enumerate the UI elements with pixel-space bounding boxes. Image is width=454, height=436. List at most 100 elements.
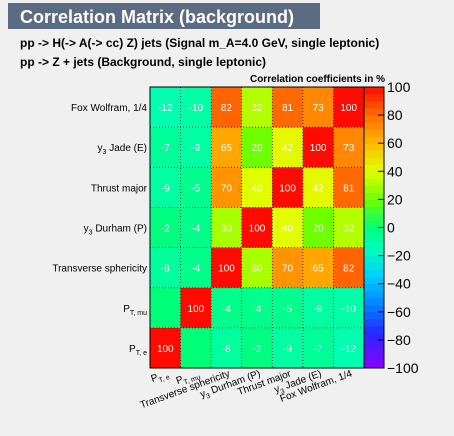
heatmap-cell-r1-c6 [333, 287, 364, 328]
y-tick-label: PT, mu [123, 304, 147, 317]
cell-value-label: -2 [253, 344, 262, 355]
heatmap-cell-r6-c4 [272, 87, 303, 128]
colorbar-segment [364, 290, 384, 299]
y-tick-label: Thrust major [91, 183, 148, 194]
colorbar-segment [364, 283, 384, 292]
heatmap-cell-r4-c0 [150, 167, 181, 208]
cell-value-label: 73 [313, 103, 325, 114]
colorbar-tick-label: 60 [387, 135, 403, 151]
heatmap-cell-r3-c2 [211, 207, 242, 248]
heatmap-cell-r0-c3 [241, 327, 273, 368]
colorbar-tick-label: −40 [387, 276, 411, 292]
cell-value-label: 32 [251, 103, 263, 114]
cell-value-label: 20 [251, 143, 263, 154]
heatmap-cell-r3-c4 [272, 207, 303, 248]
colorbar-segment [364, 115, 384, 123]
heatmap-cell-r0-c1 [180, 327, 212, 368]
cell-value-label: -7 [314, 344, 323, 355]
cell-value-label: 100 [218, 264, 235, 275]
colorbar-segment [364, 171, 384, 179]
colorbar-segment [364, 164, 384, 172]
heatmap-cell-r5-c4 [272, 127, 303, 168]
cell-value-label: -7 [161, 143, 170, 154]
cell-value-label: -12 [341, 344, 356, 355]
colorbar-tick-label: −60 [387, 304, 411, 320]
colorbar-segment [364, 269, 384, 278]
cell-value-label: -9 [161, 183, 170, 194]
heatmap-cell-r5-c2 [211, 127, 242, 168]
colorbar-tick-label: 20 [387, 191, 403, 207]
heatmap-cell-r5-c6 [333, 127, 364, 168]
colorbar-tick-label: −80 [387, 332, 411, 348]
heatmap-cell-r2-c3 [241, 247, 273, 288]
heatmap-cell-r3-c5 [302, 207, 334, 248]
cell-value-label: 100 [279, 183, 296, 194]
colorbar-segment [364, 178, 384, 186]
colorbar-segment [364, 94, 384, 102]
heatmap-cell-r6-c1 [180, 87, 212, 128]
subtitle-background: pp -> Z + jets (Background, single lepto… [20, 55, 266, 69]
subtitle-signal: pp -> H(-> A(-> cc) Z) jets (Signal m_A=… [20, 36, 379, 50]
cell-value-label: 70 [221, 183, 233, 194]
cell-value-label: 40 [251, 183, 263, 194]
colorbar-segment [364, 150, 384, 158]
title-box [8, 3, 320, 29]
cell-value-label: 82 [221, 103, 233, 114]
heatmap-cell-r5-c0 [150, 127, 181, 168]
cell-value-label: 20 [313, 224, 325, 235]
colorbar-segment [364, 262, 384, 271]
x-tick-label: PT, e [150, 368, 171, 386]
colorbar-segment [364, 311, 384, 320]
cell-value-label: 65 [313, 264, 325, 275]
colorbar-segment [364, 346, 384, 355]
y-tick-label: Fox Wolfram, 1/4 [71, 103, 147, 114]
heatmap-cell-r3-c3 [241, 207, 273, 248]
colorbar-segment [364, 129, 384, 137]
cell-value-label: -9 [191, 143, 200, 154]
heatmap-cell-r0-c4 [272, 327, 303, 368]
colorbar-segment [364, 220, 384, 228]
colorbar-segment [364, 339, 384, 348]
cell-value-label: 81 [282, 103, 294, 114]
y-tick-label: y3 Jade (E) [98, 143, 147, 156]
colorbar-segment [364, 87, 384, 95]
cell-value-label: -10 [341, 304, 356, 315]
heatmap-cell-r5-c3 [241, 127, 273, 168]
y-tick-label: y3 Durham (P) [84, 224, 147, 237]
colorbar-segment [364, 241, 384, 250]
colorbar-segment [364, 325, 384, 334]
heatmap-cell-r3-c1 [180, 207, 212, 248]
cell-value-label: -8 [222, 344, 231, 355]
heatmap-cell-r2-c4 [272, 247, 303, 288]
cell-value-label: 100 [157, 344, 174, 355]
heatmap-cell-r6-c2 [211, 87, 242, 128]
heatmap-cell-r1-c5 [302, 287, 334, 328]
colorbar [364, 87, 384, 369]
colorbar-segment [364, 199, 384, 207]
cell-value-label: 32 [343, 224, 355, 235]
heatmap-cell-r6-c3 [241, 87, 273, 128]
y-axis-labels: PT, e PT, mu Transverse sphericity y3 Durha… [52, 103, 147, 357]
colorbar-segment [364, 157, 384, 165]
cell-value-label: 82 [343, 264, 355, 275]
heatmap-cell-r4-c6 [333, 167, 364, 208]
cell-value-label: 100 [188, 304, 205, 315]
heatmap-cell-r1-c3 [241, 287, 273, 328]
heatmap-grid [150, 87, 364, 368]
heatmap-cell-r0-c0 [150, 327, 181, 368]
heatmap-cell-r1-c0 [150, 287, 181, 328]
heatmap-cell-r3-c6 [333, 207, 364, 248]
colorbar-tick-label: −100 [387, 360, 419, 376]
colorbar-title: Correlation coefficients in % [250, 74, 385, 85]
heatmap-cell-r0-c2 [211, 327, 242, 368]
colorbar-segment [364, 227, 384, 236]
cell-value-label: 30 [251, 264, 263, 275]
colorbar-segment [364, 108, 384, 116]
heatmap-cell-r2-c1 [180, 247, 212, 288]
cell-value-label: 40 [282, 224, 294, 235]
heatmap-cell-r4-c3 [241, 167, 273, 208]
heatmap-cell-r6-c0 [150, 87, 181, 128]
colorbar-segment [364, 101, 384, 109]
colorbar-segment [364, 213, 384, 221]
